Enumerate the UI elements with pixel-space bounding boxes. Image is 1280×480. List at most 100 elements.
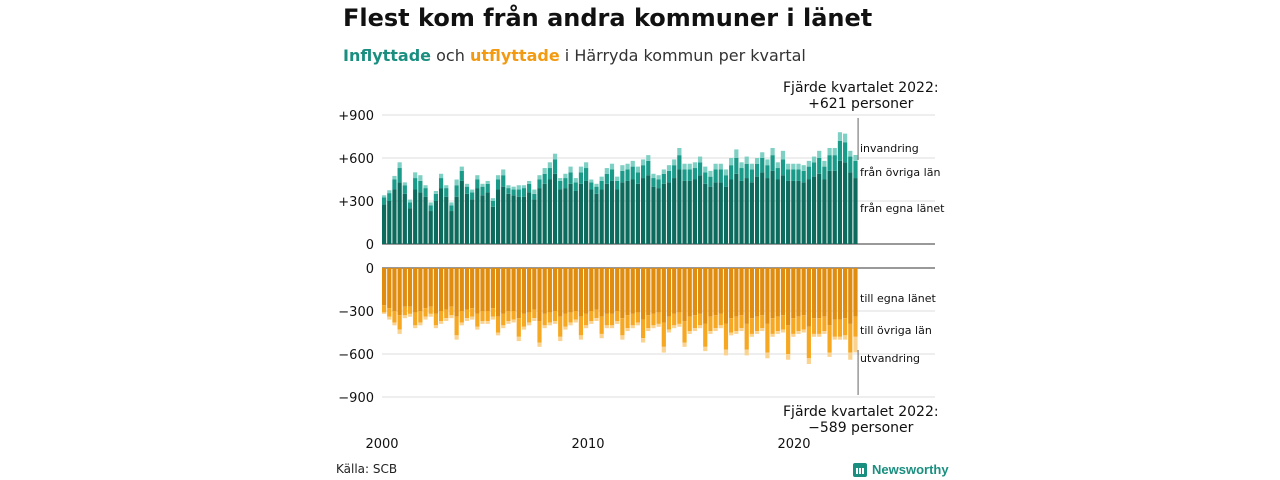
bar-invandring: [811, 156, 817, 163]
bar-till-ovriga-lan: [558, 316, 563, 337]
bar-utvandring: [625, 328, 630, 332]
bar-invandring: [542, 168, 547, 174]
bottom-y-tick-label: −900: [338, 391, 374, 406]
bar-fran-ovriga-lan: [832, 155, 837, 171]
bar-till-ovriga-lan: [444, 309, 449, 319]
bar-fran-ovriga-lan: [641, 165, 646, 179]
bar-utvandring: [423, 316, 428, 320]
bar-fran-egna-lanet: [723, 186, 729, 244]
bar-till-egna-lanet: [806, 268, 811, 327]
bar-till-ovriga-lan: [397, 315, 402, 330]
bar-utvandring: [697, 325, 703, 329]
bar-till-egna-lanet: [739, 268, 744, 316]
bar-invandring: [568, 166, 573, 173]
bar-fran-ovriga-lan: [801, 170, 806, 183]
bar-till-egna-lanet: [542, 268, 547, 314]
bar-utvandring: [449, 315, 454, 319]
bar-utvandring: [760, 328, 765, 332]
bar-till-egna-lanet: [568, 268, 573, 313]
top-y-tick-label: 0: [366, 238, 374, 253]
bar-fran-egna-lanet: [760, 172, 765, 244]
bar-till-ovriga-lan: [521, 313, 527, 327]
bar-fran-egna-lanet: [770, 170, 775, 244]
bar-till-egna-lanet: [687, 268, 692, 317]
bar-till-egna-lanet: [438, 268, 444, 311]
bar-invandring: [454, 179, 459, 186]
bar-fran-egna-lanet: [708, 186, 713, 244]
bar-till-ovriga-lan: [449, 306, 454, 316]
bar-fran-ovriga-lan: [775, 168, 780, 180]
bar-invandring: [387, 190, 392, 194]
bar-till-ovriga-lan: [402, 306, 407, 316]
bar-till-ovriga-lan: [666, 316, 672, 330]
bar-invandring: [630, 160, 635, 167]
bar-fran-egna-lanet: [594, 193, 599, 244]
bar-till-egna-lanet: [578, 268, 584, 317]
bar-utvandring: [490, 316, 495, 320]
bar-till-ovriga-lan: [718, 313, 723, 326]
bar-till-ovriga-lan: [552, 311, 558, 322]
bar-till-ovriga-lan: [433, 313, 438, 326]
bar-fran-egna-lanet: [651, 186, 656, 244]
bar-fran-ovriga-lan: [418, 180, 423, 193]
bar-till-egna-lanet: [708, 268, 713, 317]
bar-utvandring: [827, 352, 832, 357]
bar-invandring: [423, 185, 428, 189]
bar-till-egna-lanet: [490, 268, 495, 309]
bar-fran-ovriga-lan: [646, 160, 651, 176]
bar-till-egna-lanet: [495, 268, 501, 317]
bar-invandring: [796, 163, 801, 170]
bar-till-ovriga-lan: [573, 311, 578, 320]
bottom-y-tick-label: 0: [366, 262, 374, 277]
bar-invandring: [604, 168, 609, 174]
bar-till-egna-lanet: [532, 268, 537, 310]
bar-invandring: [749, 163, 754, 170]
bar-till-egna-lanet: [558, 268, 563, 317]
bar-till-ovriga-lan: [817, 318, 822, 334]
bar-fran-egna-lanet: [480, 195, 485, 244]
bar-fran-egna-lanet: [837, 160, 843, 244]
bar-fran-egna-lanet: [780, 175, 786, 244]
bar-till-egna-lanet: [563, 268, 568, 314]
bar-utvandring: [687, 331, 692, 334]
bar-till-egna-lanet: [754, 268, 760, 317]
bar-till-ovriga-lan: [527, 312, 532, 323]
bar-fran-egna-lanet: [527, 192, 532, 244]
bar-fran-egna-lanet: [687, 180, 692, 244]
top-y-tick-label: +600: [338, 152, 374, 167]
annotation-bottom-line2: −589 personer: [808, 420, 914, 436]
bar-till-egna-lanet: [661, 268, 666, 323]
bar-fran-egna-lanet: [786, 180, 791, 244]
bar-fran-ovriga-lan: [692, 168, 697, 180]
bar-fran-ovriga-lan: [438, 178, 444, 189]
bar-till-ovriga-lan: [563, 313, 568, 327]
bar-till-ovriga-lan: [692, 315, 697, 329]
bar-till-egna-lanet: [853, 268, 858, 317]
bar-fran-egna-lanet: [811, 176, 817, 244]
bar-till-egna-lanet: [449, 268, 454, 307]
bar-till-ovriga-lan: [801, 315, 806, 330]
bar-invandring: [801, 165, 806, 171]
bar-utvandring: [568, 322, 573, 326]
bar-utvandring: [801, 329, 806, 333]
bar-utvandring: [485, 321, 490, 324]
bar-utvandring: [635, 322, 641, 326]
bar-fran-egna-lanet: [599, 189, 604, 244]
bar-utvandring: [552, 321, 558, 324]
bar-invandring: [697, 156, 703, 163]
bar-fran-egna-lanet: [754, 176, 760, 244]
bar-fran-egna-lanet: [521, 196, 527, 244]
bar-utvandring: [822, 331, 827, 334]
bar-till-ovriga-lan: [837, 319, 843, 337]
bar-invandring: [682, 163, 687, 170]
bar-utvandring: [806, 358, 811, 365]
bar-till-egna-lanet: [765, 268, 770, 324]
newsworthy-bar-icon: [853, 462, 867, 477]
bar-invandring: [651, 173, 656, 179]
bar-till-ovriga-lan: [656, 312, 661, 324]
bar-invandring: [449, 202, 454, 206]
bar-invandring: [729, 158, 734, 166]
bar-fran-egna-lanet: [490, 206, 495, 244]
bar-till-egna-lanet: [594, 268, 599, 310]
bottom-series-label: till egna länet: [860, 292, 936, 305]
